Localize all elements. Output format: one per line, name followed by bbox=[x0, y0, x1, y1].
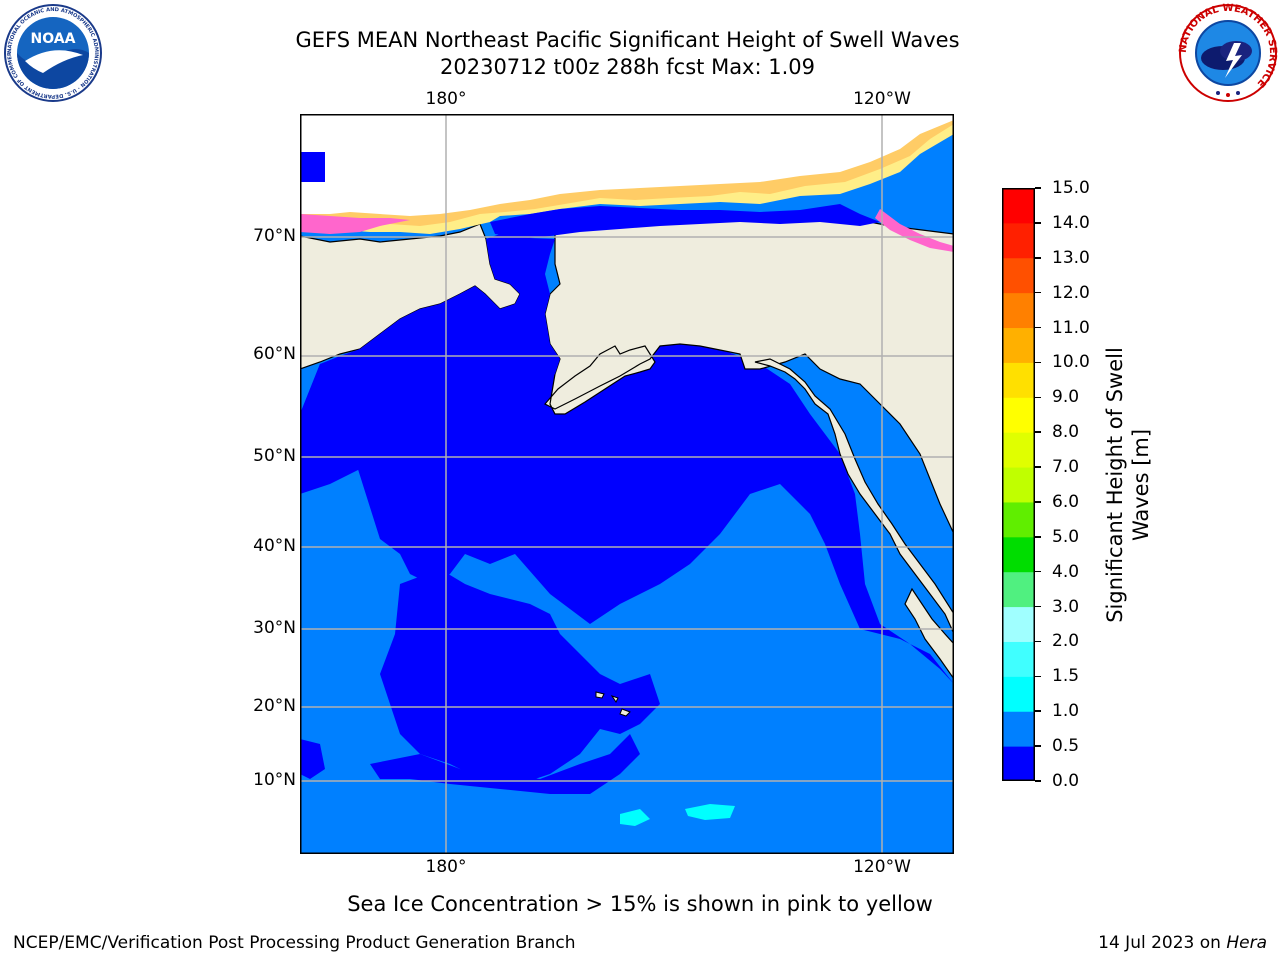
ocean-higher-swell-patch bbox=[685, 804, 735, 820]
colorbar-swatch bbox=[1002, 362, 1035, 398]
colorbar-swatch bbox=[1002, 188, 1035, 224]
lon-label-top: 120°W bbox=[853, 89, 911, 109]
colorbar-swatch bbox=[1002, 676, 1035, 712]
colorbar-swatch bbox=[1002, 501, 1035, 538]
lat-label: 70°N bbox=[253, 226, 296, 246]
colorbar-tick-label: 14.0 bbox=[1052, 212, 1090, 233]
colorbar-tick-mark bbox=[1035, 780, 1041, 782]
colorbar-tick-label: 1.5 bbox=[1052, 666, 1080, 687]
colorbar-swatch bbox=[1002, 222, 1035, 259]
colorbar-tick-label: 7.0 bbox=[1052, 457, 1080, 478]
colorbar-tick-mark bbox=[1035, 745, 1041, 747]
lon-label-bottom: 120°W bbox=[853, 857, 911, 877]
colorbar-tick-mark bbox=[1035, 466, 1041, 468]
ocean-higher-swell-patch bbox=[620, 809, 650, 826]
colorbar-tick-label: 9.0 bbox=[1052, 387, 1080, 408]
colorbar-swatch bbox=[1002, 432, 1035, 468]
map-graticule bbox=[300, 114, 954, 854]
noaa-logo-text: NOAA bbox=[31, 31, 76, 47]
footer-credit: NCEP/EMC/Verification Post Processing Pr… bbox=[13, 933, 576, 953]
colorbar-label: Significant Height of Swell Waves [m] bbox=[1103, 347, 1153, 623]
colorbar-tick-label: 10.0 bbox=[1052, 352, 1090, 373]
ice-gap-open-water bbox=[300, 152, 325, 182]
colorbar-tick-mark bbox=[1035, 605, 1041, 608]
colorbar-tick-mark bbox=[1035, 257, 1041, 259]
footer-date: 14 Jul 2023 on Hera bbox=[1098, 933, 1267, 953]
colorbar-tick-label: 4.0 bbox=[1052, 561, 1080, 582]
colorbar-tick-label: 6.0 bbox=[1052, 491, 1080, 512]
lat-label: 40°N bbox=[253, 536, 296, 556]
ocean-low-swell-south bbox=[370, 734, 640, 794]
colorbar-swatch bbox=[1002, 606, 1035, 642]
land-alaska bbox=[544, 213, 954, 535]
colorbar-tick-mark bbox=[1035, 291, 1041, 294]
colorbar-tick-label: 8.0 bbox=[1052, 422, 1080, 443]
colorbar-swatch bbox=[1002, 327, 1035, 363]
chart-title: GEFS MEAN Northeast Pacific Significant … bbox=[295, 28, 960, 52]
colorbar-tick-mark bbox=[1035, 675, 1041, 678]
lon-label-top: 180° bbox=[425, 89, 467, 109]
colorbar-tick-mark bbox=[1035, 640, 1041, 643]
colorbar-swatch bbox=[1002, 257, 1035, 294]
ocean-low-swell-bering bbox=[300, 234, 560, 494]
land-us-west-coast bbox=[904, 554, 954, 681]
colorbar-swatch bbox=[1002, 571, 1035, 608]
lat-label: 60°N bbox=[253, 344, 296, 364]
ocean-low-swell-central bbox=[380, 569, 660, 784]
hawaii-islands bbox=[595, 691, 631, 717]
footer-machine: Hera bbox=[1226, 933, 1267, 953]
colorbar-swatch bbox=[1002, 536, 1035, 573]
colorbar-tick-label: 0.5 bbox=[1052, 736, 1080, 757]
colorbar-tick-label: 5.0 bbox=[1052, 526, 1080, 547]
colorbar-swatch bbox=[1002, 467, 1035, 503]
noaa-logo-icon: NOAA NATIONAL OCEANIC AND ATMOSPHERIC AD… bbox=[3, 3, 102, 102]
colorbar-swatch bbox=[1002, 711, 1035, 747]
colorbar-tick-mark bbox=[1035, 501, 1041, 503]
colorbar-tick-label: 1.0 bbox=[1052, 701, 1080, 722]
colorbar-tick-mark bbox=[1035, 396, 1041, 399]
chart-subtitle: 20230712 t00z 288h fcst Max: 1.09 bbox=[440, 55, 815, 79]
colorbar-tick-label: 15.0 bbox=[1052, 178, 1090, 198]
ocean-low-swell-north bbox=[300, 334, 954, 854]
colorbar-tick-label: 13.0 bbox=[1052, 247, 1090, 268]
ocean-low-swell-west bbox=[300, 739, 325, 779]
colorbar-swatch bbox=[1002, 746, 1035, 781]
sea-ice-region bbox=[300, 114, 954, 252]
colorbar-tick-mark bbox=[1035, 431, 1041, 433]
lon-label-bottom: 180° bbox=[425, 857, 467, 877]
colorbar-tick-label: 12.0 bbox=[1052, 282, 1090, 303]
sea-ice-note: Sea Ice Concentration > 15% is shown in … bbox=[347, 892, 933, 916]
colorbar-tick-label: 2.0 bbox=[1052, 631, 1080, 652]
colorbar-tick-label: 3.0 bbox=[1052, 596, 1080, 617]
colorbar-swatch bbox=[1002, 292, 1035, 329]
map-frame bbox=[300, 114, 954, 854]
colorbar-tick-mark bbox=[1035, 222, 1041, 224]
lat-label: 20°N bbox=[253, 696, 296, 716]
colorbar-swatch bbox=[1002, 397, 1035, 433]
swell-height-map bbox=[300, 114, 954, 854]
lat-label: 30°N bbox=[253, 618, 296, 638]
nws-logo-icon: NATIONAL WEATHER SERVICE bbox=[1178, 3, 1278, 102]
colorbar-tick-label: 11.0 bbox=[1052, 317, 1090, 338]
colorbar-tick-mark bbox=[1035, 361, 1041, 364]
colorbar-tick-mark bbox=[1035, 326, 1041, 329]
colorbar-tick-mark bbox=[1035, 710, 1041, 712]
colorbar-swatch bbox=[1002, 641, 1035, 677]
colorbar-tick-mark bbox=[1035, 570, 1041, 573]
colorbar-tick-mark bbox=[1035, 536, 1041, 538]
lat-label: 10°N bbox=[253, 770, 296, 790]
land-canada bbox=[754, 114, 954, 635]
colorbar-tick-mark bbox=[1035, 187, 1041, 189]
ocean-low-swell-arctic bbox=[490, 204, 880, 238]
colorbar bbox=[1002, 188, 1035, 781]
lat-label: 50°N bbox=[253, 446, 296, 466]
colorbar-tick-label: 0.0 bbox=[1052, 771, 1080, 791]
